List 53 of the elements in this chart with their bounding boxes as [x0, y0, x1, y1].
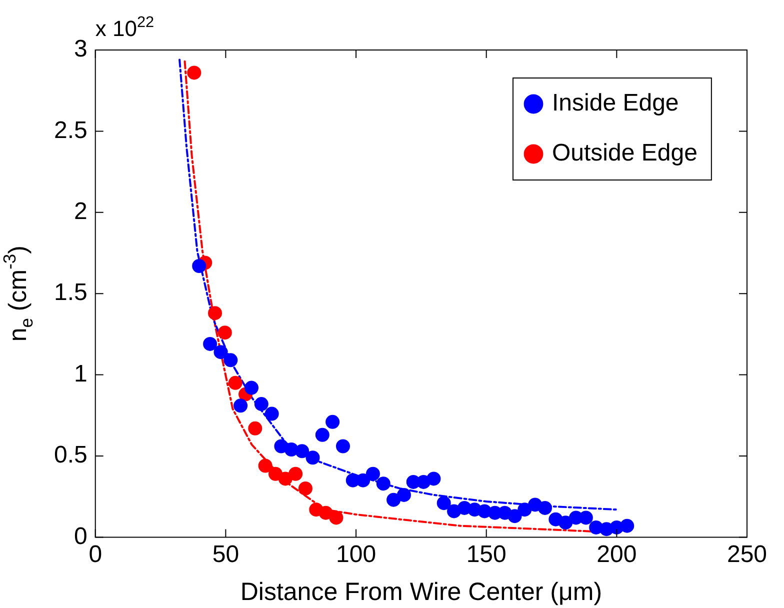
y-tick-label: 0.5 — [54, 442, 88, 469]
point — [329, 510, 344, 525]
y-tick-label: 1.5 — [54, 279, 88, 306]
point — [558, 516, 573, 530]
point — [426, 472, 441, 486]
point — [254, 397, 268, 412]
point — [436, 496, 451, 510]
y-tick-label: 2.5 — [54, 116, 88, 144]
legend-label: Inside Edge — [552, 90, 679, 117]
point — [264, 406, 279, 421]
point — [248, 421, 262, 436]
point — [187, 66, 202, 80]
point — [306, 450, 320, 465]
point — [298, 481, 312, 496]
point — [315, 428, 330, 442]
x-tick-label: 150 — [466, 541, 506, 568]
x-tick-label: 200 — [596, 541, 637, 568]
y-tick-label: 2 — [74, 198, 88, 226]
x-axis-title: Distance From Wire Center (μm) — [240, 578, 602, 606]
point — [366, 466, 380, 481]
point — [258, 458, 272, 473]
point — [295, 444, 310, 458]
point — [578, 510, 593, 525]
point — [234, 398, 248, 413]
point — [386, 492, 401, 507]
x-tick-label: 250 — [726, 541, 768, 568]
point — [620, 518, 634, 533]
point — [214, 345, 228, 360]
point — [192, 258, 206, 273]
point — [396, 488, 411, 502]
point — [326, 414, 340, 429]
point — [288, 466, 303, 481]
point — [508, 509, 522, 524]
legend-label: Outside Edge — [552, 140, 698, 167]
y-tick-label: 3 — [74, 36, 88, 63]
point — [376, 476, 390, 491]
point — [218, 326, 232, 340]
y-tick-label: 1 — [74, 360, 88, 388]
point — [224, 353, 238, 368]
point — [244, 380, 258, 395]
y-axis-title: ne (cm-3) — [0, 246, 36, 342]
point — [356, 473, 370, 488]
point — [518, 502, 532, 517]
x-tick-label: 100 — [336, 541, 376, 568]
point — [208, 306, 222, 320]
y-tick-label: 0 — [74, 522, 88, 550]
point — [278, 472, 292, 486]
x-tick-label: 50 — [212, 541, 240, 568]
point — [228, 376, 242, 390]
point — [318, 506, 333, 520]
point — [336, 439, 350, 454]
point — [538, 500, 552, 515]
point — [203, 336, 218, 351]
